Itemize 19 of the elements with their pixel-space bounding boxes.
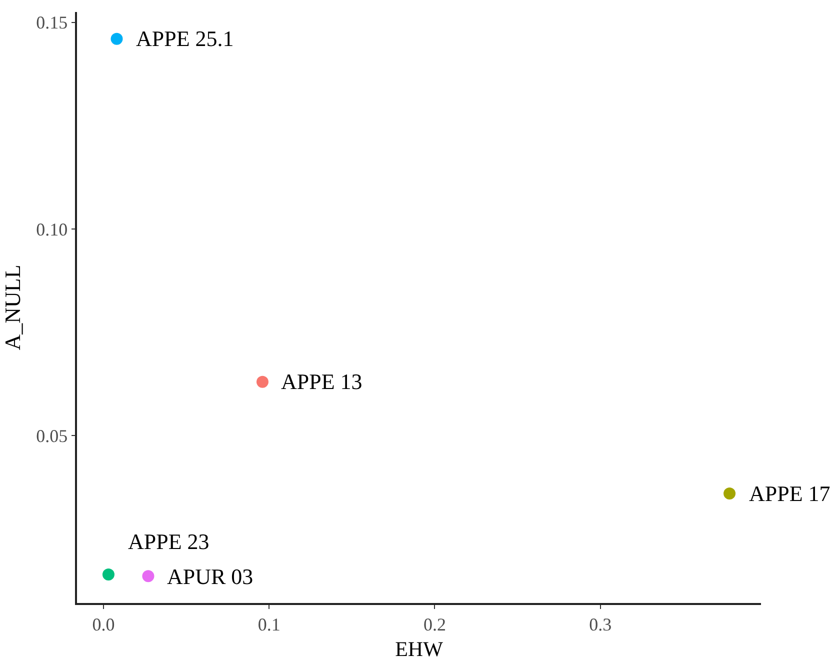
point	[724, 487, 736, 500]
y-tick-label: 0.15	[36, 12, 68, 33]
point	[110, 32, 123, 45]
y-tick-label: 0.10	[36, 219, 68, 240]
y-axis-title: A_NULL	[0, 264, 25, 350]
x-axis-title: EHW	[395, 637, 444, 662]
series-label: APPE 25.1	[136, 26, 234, 51]
y-tick-label: 0.05	[36, 426, 68, 446]
point	[142, 570, 154, 582]
point	[256, 376, 268, 388]
series-label: APPE 23	[128, 529, 210, 554]
x-tick-label: 0.1	[258, 614, 280, 634]
point	[102, 568, 114, 580]
series-label: APPE 17	[749, 481, 830, 506]
series-label: APPE 13	[281, 369, 362, 394]
x-tick-label: 0.3	[589, 614, 612, 634]
series-label: APUR 03	[167, 564, 254, 589]
x-tick-label: 0.2	[423, 614, 446, 634]
x-tick-label: 0.0	[92, 614, 115, 634]
